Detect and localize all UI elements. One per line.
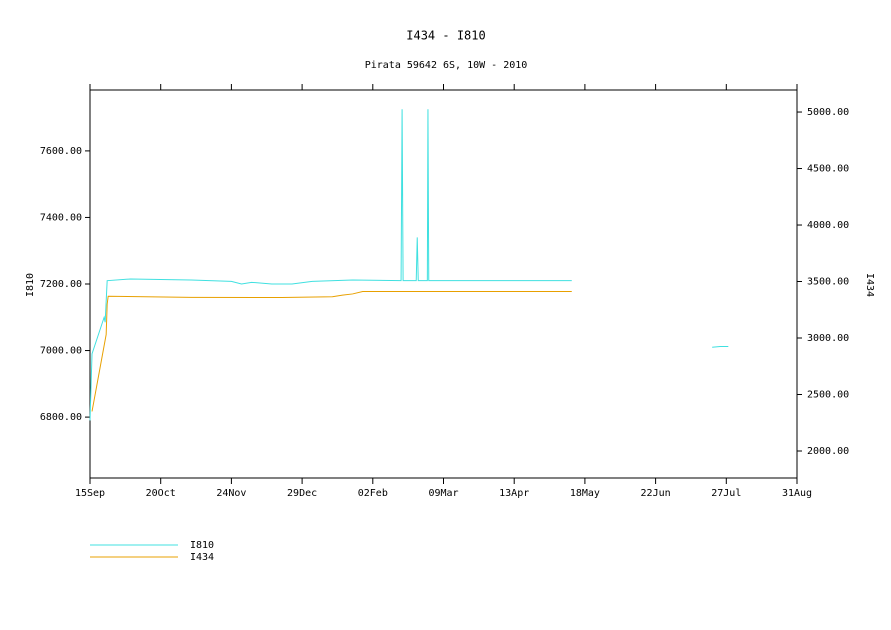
chart-title: I434 - I810 <box>406 29 485 43</box>
x-tick-label: 20Oct <box>146 488 176 499</box>
x-tick-label: 31Aug <box>782 488 812 499</box>
x-tick-label: 24Nov <box>216 488 246 499</box>
x-tick-label: 02Feb <box>358 488 388 499</box>
x-tick-label: 09Mar <box>428 488 458 499</box>
y2-tick-label: 2500.00 <box>807 390 849 401</box>
y2-tick-label: 5000.00 <box>807 107 849 118</box>
plot-frame <box>89 89 798 479</box>
y2-axis-label: I434 <box>864 273 875 297</box>
y2-tick-label: 2000.00 <box>807 446 849 457</box>
x-tick-label: 29Dec <box>287 488 317 499</box>
y-tick-label: 7600.00 <box>40 146 82 157</box>
y2-tick-label: 4500.00 <box>807 164 849 175</box>
y-axis-label: I810 <box>25 273 36 297</box>
y2-tick-label: 3000.00 <box>807 333 849 344</box>
legend-label: I434 <box>190 552 214 563</box>
y2-tick-label: 3500.00 <box>807 277 849 288</box>
y-tick-label: 7400.00 <box>40 212 82 223</box>
x-tick-label: 13Apr <box>499 488 529 499</box>
y2-tick-label: 4000.00 <box>807 220 849 231</box>
chart-subtitle: Pirata 59642 6S, 10W - 2010 <box>365 60 528 71</box>
y-tick-label: 6800.00 <box>40 412 82 423</box>
x-tick-label: 22Jun <box>641 488 671 499</box>
series-line <box>89 109 729 421</box>
x-tick-label: 15Sep <box>75 488 105 499</box>
x-tick-label: 27Jul <box>711 488 741 499</box>
legend-label: I810 <box>190 540 214 551</box>
x-tick-label: 18May <box>570 488 600 499</box>
y-tick-label: 7000.00 <box>40 346 82 357</box>
series-line <box>91 290 572 412</box>
y-tick-label: 7200.00 <box>40 279 82 290</box>
